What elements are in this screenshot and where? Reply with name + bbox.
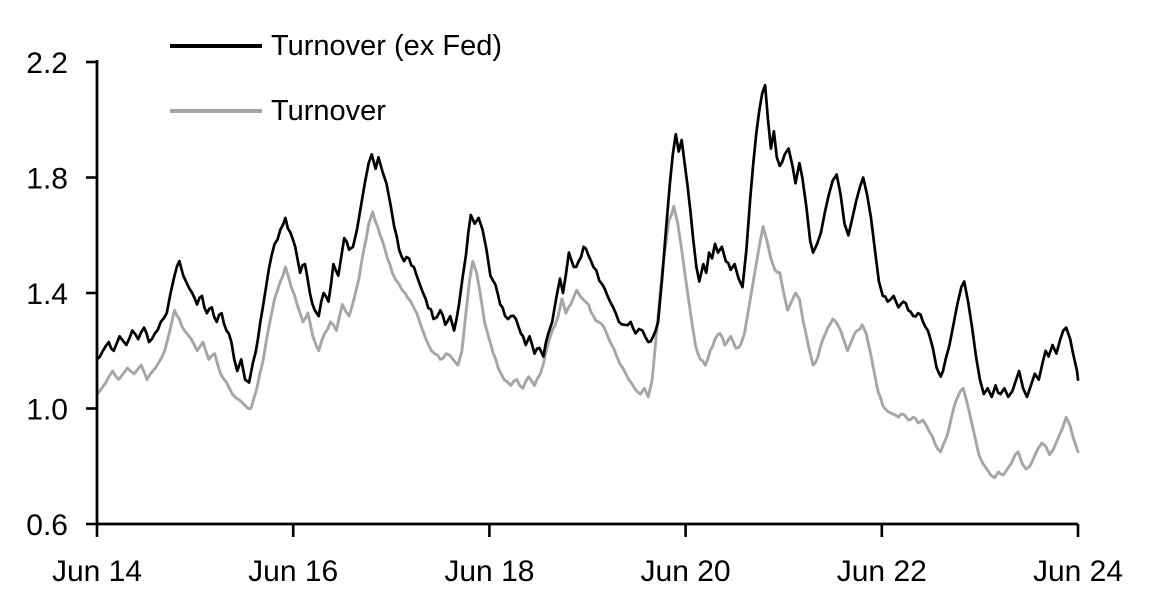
legend: Turnover (ex Fed) Turnover	[170, 27, 502, 130]
legend-swatch-black-line	[170, 44, 262, 48]
y-tick-label: 1.0	[26, 394, 68, 427]
y-tick-label: 1.8	[26, 163, 68, 196]
y-tick-label: 0.6	[26, 509, 68, 542]
axes: 0.6 1.0 1.4 1.8 2.2 Jun 14 Jun 16 Jun 18 Jun 20 J…	[26, 47, 1123, 588]
legend-label-turnover: Turnover	[271, 94, 386, 127]
line-turnover	[95, 204, 1080, 480]
y-tick-label: 2.2	[26, 47, 68, 80]
legend-swatch-gray-line	[170, 109, 262, 113]
legend-item-turnover: Turnover	[170, 92, 502, 130]
x-tick-label: Jun 22	[837, 555, 927, 588]
x-tick-label: Jun 16	[248, 555, 338, 588]
legend-label-turnover-ex-fed: Turnover (ex Fed)	[271, 29, 502, 62]
x-tick-label: Jun 14	[52, 555, 142, 588]
x-tick-label: Jun 24	[1033, 555, 1123, 588]
series-group	[95, 83, 1080, 480]
x-tick-label: Jun 18	[444, 555, 534, 588]
y-tick-label: 1.4	[26, 278, 68, 311]
line-turnover-ex-fed	[95, 83, 1080, 399]
x-tick-label: Jun 20	[641, 555, 731, 588]
legend-item-turnover-ex-fed: Turnover (ex Fed)	[170, 27, 502, 65]
